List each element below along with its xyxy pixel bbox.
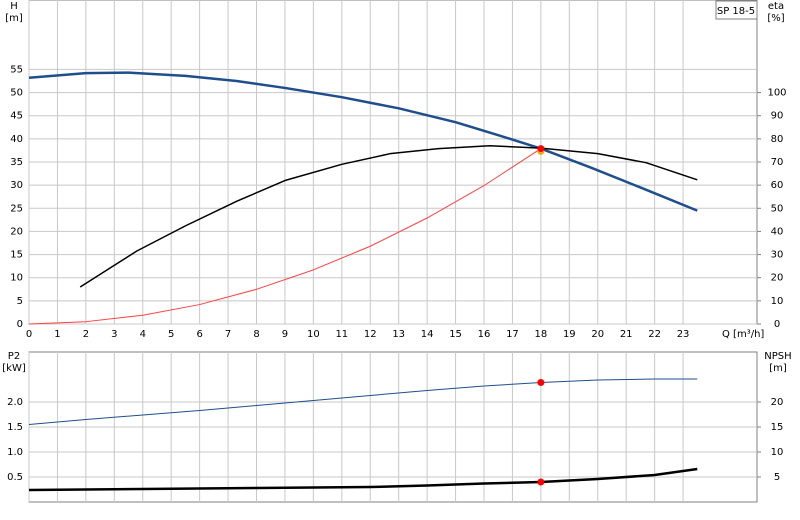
x-tick-label: 19 (563, 329, 576, 340)
x-axis-title: Q [m³/h] (722, 329, 764, 340)
x-tick-label: 5 (168, 329, 174, 340)
curve (28, 467, 698, 492)
x-tick-label: 0 (26, 329, 32, 340)
y2-axis-title: eta (768, 1, 784, 12)
y-tick-label: 10 (10, 273, 23, 284)
y-tick-label: 45 (10, 111, 23, 122)
y2-tick-label: 20 (771, 397, 784, 408)
y2-tick-label: 30 (771, 250, 784, 261)
x-tick-label: 3 (111, 329, 117, 340)
y2-tick-label: 10 (771, 447, 784, 458)
x-tick-label: 10 (307, 329, 320, 340)
y-tick-label: 5 (17, 296, 23, 307)
y2-tick-label: 60 (771, 180, 784, 191)
x-tick-label: 14 (421, 329, 434, 340)
x-tick-label: 1 (54, 329, 60, 340)
x-tick-label: 7 (225, 329, 231, 340)
badge-box (715, 0, 758, 20)
y2-tick-label: 90 (771, 111, 784, 122)
y2-tick-label: 40 (771, 226, 784, 237)
y2-tick-label: 0 (774, 319, 780, 330)
y-axis-unit: [m] (5, 13, 23, 24)
x-tick-label: 21 (620, 329, 633, 340)
x-tick-label: 12 (364, 329, 377, 340)
y-tick-label: 1.0 (7, 447, 23, 458)
y-tick-label: 0.5 (7, 472, 23, 483)
y-tick-label: 0 (17, 319, 23, 330)
y-axis-title: P2 (8, 351, 20, 362)
x-tick-label: 16 (478, 329, 491, 340)
duty-point (537, 478, 545, 486)
y2-axis-unit: [%] (767, 13, 784, 24)
x-tick-label: 23 (677, 329, 690, 340)
y-tick-label: 25 (10, 203, 23, 214)
y-tick-label: 1.5 (7, 422, 23, 433)
duty-point (537, 145, 545, 153)
x-tick-label: 11 (335, 329, 348, 340)
curve (28, 378, 698, 425)
x-tick-label: 20 (591, 329, 604, 340)
y-tick-label: 55 (10, 64, 23, 75)
x-tick-label: 8 (253, 329, 259, 340)
x-tick-label: 4 (140, 329, 146, 340)
x-tick-label: 15 (449, 329, 462, 340)
x-tick-label: 17 (506, 329, 519, 340)
y-tick-label: 35 (10, 157, 23, 168)
duty-point (537, 379, 545, 386)
curve (28, 71, 698, 212)
badge: SP 18-5 (717, 6, 755, 17)
y2-axis-unit: [m] (769, 363, 787, 374)
x-tick-label: 18 (535, 329, 548, 340)
x-tick-label: 2 (83, 329, 89, 340)
y2-tick-label: 15 (771, 422, 784, 433)
y2-tick-label: 70 (771, 157, 784, 168)
y-tick-label: 20 (10, 226, 23, 237)
y-tick-label: 50 (10, 88, 23, 99)
y-tick-label: 30 (10, 180, 23, 191)
curve (79, 145, 698, 288)
x-tick-label: 6 (196, 329, 202, 340)
y2-tick-label: 10 (771, 296, 784, 307)
y2-tick-label: 20 (771, 273, 784, 284)
curve (28, 148, 542, 325)
y-tick-label: 15 (10, 250, 23, 261)
y2-tick-label: 5 (774, 472, 780, 483)
x-tick-label: 13 (392, 329, 405, 340)
y-tick-label: 40 (10, 134, 23, 145)
x-tick-label: 22 (648, 329, 661, 340)
y2-tick-label: 80 (771, 134, 784, 145)
y2-axis-title: NPSH (764, 351, 791, 362)
y-tick-label: 2.0 (7, 397, 23, 408)
y-axis-title: H (10, 1, 18, 12)
y2-tick-label: 50 (771, 203, 784, 214)
y-axis-unit: [kW] (2, 363, 26, 374)
y2-tick-label: 100 (767, 88, 786, 99)
x-tick-label: 9 (282, 329, 288, 340)
